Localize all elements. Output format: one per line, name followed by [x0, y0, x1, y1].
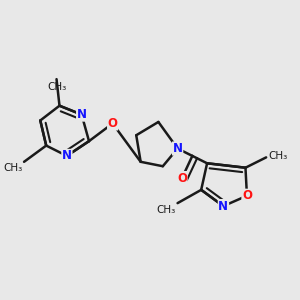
Bar	[77, 111, 86, 118]
Text: O: O	[242, 189, 252, 202]
Text: CH₃: CH₃	[157, 205, 176, 214]
Text: CH₃: CH₃	[268, 151, 288, 161]
Bar	[178, 174, 186, 182]
Text: O: O	[177, 172, 187, 184]
Text: CH₃: CH₃	[47, 82, 66, 92]
Text: N: N	[218, 200, 228, 213]
Text: N: N	[62, 149, 72, 162]
Bar	[63, 152, 71, 160]
Text: O: O	[108, 117, 118, 130]
Text: N: N	[76, 108, 87, 121]
Bar	[109, 120, 117, 127]
Bar	[219, 202, 228, 210]
Text: CH₃: CH₃	[3, 163, 22, 173]
Bar	[173, 145, 182, 152]
Bar	[243, 192, 251, 200]
Text: N: N	[172, 142, 183, 155]
